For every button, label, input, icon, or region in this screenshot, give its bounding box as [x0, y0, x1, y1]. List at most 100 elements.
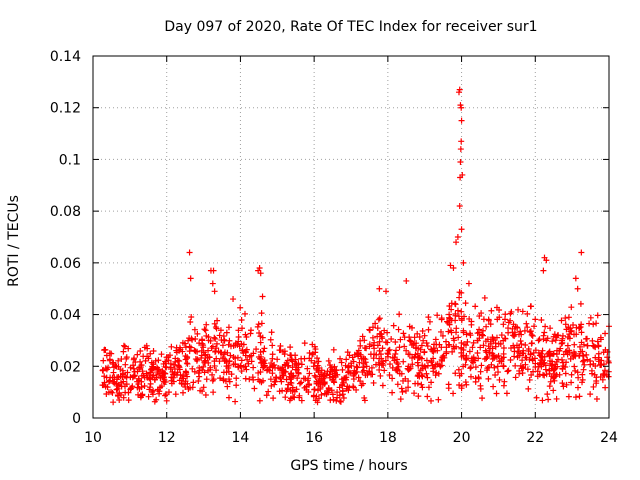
data-point	[458, 226, 465, 233]
data-point	[215, 348, 222, 355]
data-point	[255, 321, 262, 328]
data-point	[395, 326, 402, 333]
data-point	[552, 361, 559, 368]
data-point	[108, 388, 115, 395]
data-point	[145, 393, 152, 400]
data-point	[490, 352, 497, 359]
data-point	[389, 375, 396, 382]
data-point	[188, 335, 195, 342]
x-tick-label: 16	[305, 430, 323, 446]
data-point	[101, 379, 108, 386]
data-point	[589, 370, 596, 377]
data-point	[565, 393, 572, 400]
data-point	[584, 356, 591, 363]
data-point	[155, 366, 162, 373]
data-point	[144, 353, 151, 360]
data-point	[577, 348, 584, 355]
data-point	[209, 280, 216, 287]
data-point	[131, 355, 138, 362]
data-point	[543, 337, 550, 344]
data-point	[517, 338, 524, 345]
data-point	[463, 354, 470, 361]
data-point	[191, 347, 198, 354]
data-point	[339, 366, 346, 373]
data-point	[505, 325, 512, 332]
data-point	[500, 363, 507, 370]
data-point	[317, 371, 324, 378]
data-point	[304, 365, 311, 372]
data-point	[325, 384, 332, 391]
data-point	[194, 330, 201, 337]
data-point	[553, 395, 560, 402]
data-point	[183, 369, 190, 376]
data-point	[223, 329, 230, 336]
data-point	[400, 377, 407, 384]
data-point	[602, 384, 609, 391]
data-point	[175, 363, 182, 370]
data-point	[217, 327, 224, 334]
data-point	[533, 394, 540, 401]
data-point	[394, 356, 401, 363]
data-point	[488, 361, 495, 368]
data-point	[382, 339, 389, 346]
data-point	[312, 397, 319, 404]
data-point	[210, 389, 217, 396]
data-point	[448, 300, 455, 307]
data-point	[460, 363, 467, 370]
data-point	[511, 329, 518, 336]
data-point	[312, 374, 319, 381]
data-point	[371, 345, 378, 352]
data-point	[432, 372, 439, 379]
data-point	[396, 311, 403, 318]
y-tick-label: 0.1	[59, 152, 81, 168]
data-point	[472, 303, 479, 310]
data-point	[372, 320, 379, 327]
data-point	[329, 373, 336, 380]
data-point	[298, 397, 305, 404]
data-point	[271, 361, 278, 368]
data-point	[382, 357, 389, 364]
data-point	[311, 372, 318, 379]
data-point	[583, 335, 590, 342]
data-point	[587, 391, 594, 398]
data-point	[210, 267, 217, 274]
data-point	[137, 364, 144, 371]
data-point	[217, 375, 224, 382]
data-point	[593, 380, 600, 387]
data-point	[391, 357, 398, 364]
data-point	[402, 387, 409, 394]
data-point	[358, 382, 365, 389]
data-point	[311, 359, 318, 366]
data-point	[401, 343, 408, 350]
data-point	[344, 349, 351, 356]
data-point	[343, 374, 350, 381]
data-point	[562, 315, 569, 322]
data-point	[526, 356, 533, 363]
data-point	[568, 379, 575, 386]
grid-layer	[93, 56, 609, 418]
data-point	[447, 315, 454, 322]
data-point	[216, 332, 223, 339]
data-point	[195, 378, 202, 385]
data-point	[540, 371, 547, 378]
data-point	[376, 366, 383, 373]
data-point	[597, 361, 604, 368]
data-point	[182, 384, 189, 391]
data-point	[412, 351, 419, 358]
data-point	[233, 375, 240, 382]
data-point	[563, 326, 570, 333]
data-point	[338, 376, 345, 383]
data-point	[102, 346, 109, 353]
data-point	[543, 257, 550, 264]
data-point	[143, 374, 150, 381]
data-point	[162, 391, 169, 398]
data-point	[201, 326, 208, 333]
data-point	[312, 346, 319, 353]
data-point	[532, 360, 539, 367]
data-point	[205, 367, 212, 374]
data-point	[456, 86, 463, 93]
data-point	[362, 372, 369, 379]
data-point	[347, 369, 354, 376]
data-point	[346, 352, 353, 359]
data-point	[220, 333, 227, 340]
